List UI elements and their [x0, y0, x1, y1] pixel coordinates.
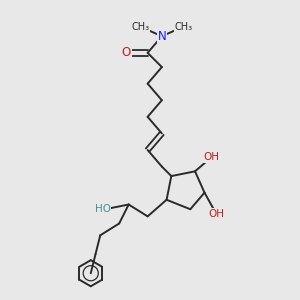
Text: N: N: [158, 30, 166, 43]
Text: OH: OH: [204, 152, 220, 162]
Text: O: O: [122, 46, 131, 59]
Text: HO: HO: [94, 204, 111, 214]
Text: OH: OH: [208, 209, 224, 219]
Text: CH₃: CH₃: [174, 22, 192, 32]
Text: CH₃: CH₃: [131, 22, 150, 32]
